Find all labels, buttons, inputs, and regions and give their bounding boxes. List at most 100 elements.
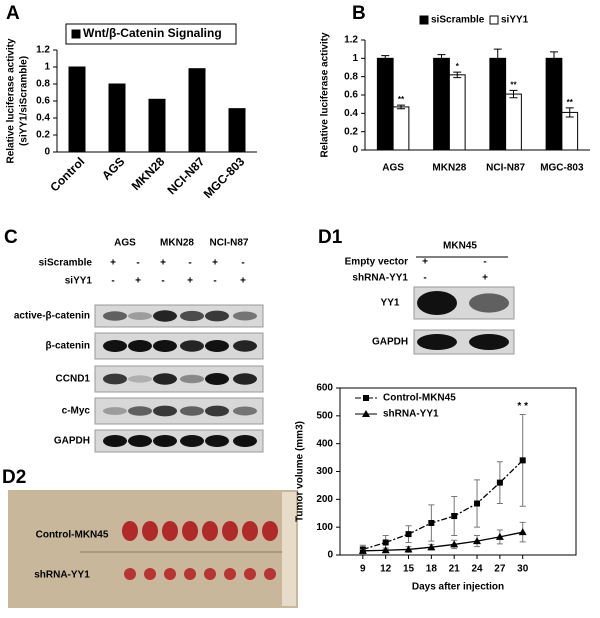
tumor	[184, 568, 196, 580]
marker	[404, 545, 413, 553]
treatment-mark: +	[187, 276, 193, 287]
panel-label: C	[4, 227, 18, 248]
band	[128, 375, 152, 383]
band	[128, 406, 152, 416]
y-tick-label: 0	[327, 550, 333, 561]
y-tick-label: 300	[316, 466, 333, 477]
bar	[561, 111, 579, 151]
ruler	[282, 492, 296, 606]
band	[128, 312, 152, 320]
x-tick-label: MGC-803	[540, 163, 584, 174]
y-axis-label: Relative luciferase activity	[6, 38, 17, 164]
tumor	[202, 521, 218, 541]
significance: *	[456, 62, 460, 71]
y-tick-label: 1.2	[344, 35, 358, 46]
photo	[8, 490, 298, 608]
significance: **	[398, 95, 405, 104]
bar	[376, 57, 394, 151]
tumor	[244, 568, 256, 580]
treatment-mark: +	[240, 276, 246, 287]
tumor	[224, 568, 236, 580]
marker	[428, 519, 435, 526]
legend-marker	[363, 395, 369, 401]
photo-label: Control-MKN45	[36, 530, 109, 541]
cell-line: MKN28	[160, 238, 194, 249]
bar	[68, 66, 86, 153]
band	[180, 406, 204, 416]
protein-label: c-Myc	[62, 406, 91, 417]
tumor	[142, 521, 158, 541]
marker	[518, 528, 527, 536]
band	[128, 340, 152, 352]
band	[205, 340, 229, 352]
x-tick-label: 21	[449, 564, 461, 575]
x-tick-label: 18	[426, 564, 438, 575]
row-label: siYY1	[65, 276, 93, 287]
tumor	[262, 521, 278, 541]
marker	[382, 539, 389, 546]
row-label: Empty vector	[345, 257, 408, 268]
x-tick-label: MKN28	[129, 154, 168, 193]
tumor	[204, 568, 216, 580]
row-label: siScramble	[39, 258, 93, 269]
tumor	[222, 521, 238, 541]
y-tick-label: 400	[316, 438, 333, 449]
band	[153, 310, 177, 322]
x-axis-label: Days after injection	[412, 582, 504, 593]
treatment-mark: +	[212, 258, 218, 269]
y-tick-label: 0	[44, 147, 50, 158]
x-tick-label: NCI-N87	[486, 163, 525, 174]
cell-line: MKN45	[443, 241, 477, 252]
legend-swatch	[419, 15, 429, 25]
legend-label: siYY1	[501, 15, 529, 26]
protein-label: GAPDH	[54, 436, 90, 447]
band	[233, 435, 257, 447]
marker	[474, 500, 481, 507]
x-tick-label: MGC-803	[201, 154, 248, 201]
legend-label: shRNA-YY1	[383, 409, 439, 420]
cell-line: AGS	[114, 238, 136, 249]
band	[128, 435, 152, 447]
y-tick-label: 0.2	[36, 130, 50, 141]
treatment-mark: -	[241, 258, 244, 269]
y-tick-label: 500	[316, 410, 333, 421]
band	[469, 293, 509, 313]
band	[103, 340, 127, 352]
photo-label: shRNA-YY1	[34, 570, 90, 581]
significance: **	[567, 98, 574, 107]
band	[233, 406, 257, 416]
band	[417, 334, 457, 350]
line	[362, 531, 523, 552]
error-bar	[437, 54, 446, 63]
y-tick-label: 0.6	[36, 96, 50, 107]
band	[103, 435, 127, 447]
error-bar	[565, 107, 574, 118]
y-tick-label: 0.2	[344, 126, 358, 137]
bar	[108, 83, 126, 153]
panel-label: A	[6, 3, 20, 24]
y-tick-label: 0	[352, 145, 358, 156]
marker	[519, 457, 526, 464]
marker	[473, 537, 482, 545]
bar	[489, 57, 507, 151]
error-bar	[381, 55, 390, 62]
tumor	[242, 521, 258, 541]
x-tick-label: 9	[360, 564, 366, 575]
band	[180, 340, 204, 352]
error-bar	[397, 104, 405, 110]
protein-label: CCND1	[56, 374, 91, 385]
y-tick-label: 0.6	[344, 90, 358, 101]
x-tick-label: Control	[47, 154, 87, 194]
treatment-mark: +	[110, 258, 116, 269]
y-axis-label: Tumor volume (mm3)	[295, 421, 306, 522]
band	[233, 340, 257, 352]
marker	[450, 540, 459, 548]
band	[103, 407, 127, 415]
tumor	[144, 568, 156, 580]
y-tick-label: 0.4	[36, 113, 50, 124]
treatment-mark: -	[161, 276, 164, 287]
tumor	[264, 568, 276, 580]
error-bar	[509, 89, 518, 99]
band	[205, 435, 229, 447]
protein-label: GAPDH	[372, 337, 408, 348]
